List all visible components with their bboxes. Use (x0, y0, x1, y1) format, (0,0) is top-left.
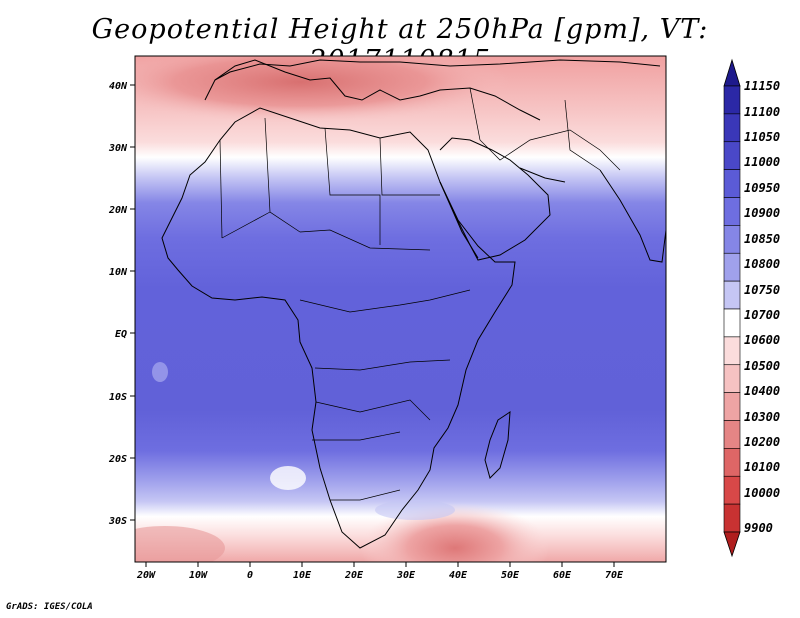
colorbar-label: 10800 (744, 257, 780, 271)
colorbar-label: 11000 (744, 155, 780, 169)
lon-label: 60E (553, 570, 572, 581)
colorbar-cell (723, 197, 741, 226)
lon-axis: 20W 10W 0 10E 20E 30E 40E 50E 60E 70E (136, 562, 624, 581)
lon-label: 0 (247, 570, 253, 581)
lat-label: 20S (108, 454, 127, 465)
lon-label: 10W (189, 570, 208, 581)
lon-label: 20E (344, 570, 364, 581)
colorbar-label: 10400 (744, 384, 780, 398)
lon-label: 50E (501, 570, 520, 581)
colorbar-cell (723, 392, 741, 421)
colorbar-cell (723, 252, 741, 282)
colorbar-label: 10200 (744, 435, 780, 449)
colorbar-bottom-arrow (723, 531, 741, 558)
country-borders (219, 87, 621, 501)
lat-label: 40N (109, 81, 128, 92)
colorbar: 11150 11100 11050 11000 10950 10900 1085… (723, 58, 780, 558)
colorbar-cell (723, 475, 741, 505)
colorbar-cell (723, 169, 741, 198)
colorbar-cell (723, 448, 741, 477)
lat-label: 10N (109, 267, 128, 278)
colorbar-label: 10950 (744, 181, 780, 195)
colorbar-cell (723, 336, 741, 366)
colorbar-cell (723, 503, 741, 533)
colorbar-label: 10700 (744, 308, 780, 322)
colorbar-top-arrow (723, 58, 741, 87)
lat-label: 20N (108, 205, 128, 216)
colorbar-label: 10300 (744, 410, 780, 424)
colorbar-cell (723, 113, 741, 143)
lon-label: 30E (396, 570, 416, 581)
lat-label: 30S (108, 516, 127, 527)
colorbar-cell (723, 225, 741, 254)
coastlines (161, 59, 666, 549)
colorbar-cells (723, 85, 741, 533)
lat-axis: 40N 30N 20N 10N EQ 10S 20S 30S (108, 81, 135, 527)
colorbar-label: 11150 (744, 79, 780, 93)
colorbar-label: 10600 (744, 333, 780, 347)
map-frame (134, 55, 667, 563)
colorbar-cell (723, 85, 741, 115)
colorbar-label: 10750 (744, 283, 780, 297)
colorbar-label: 9900 (744, 521, 773, 535)
colorbar-label: 10100 (744, 460, 780, 474)
lat-label: 10S (109, 392, 127, 403)
lat-label: EQ (115, 329, 127, 340)
lon-label: 20W (136, 570, 156, 581)
colorbar-label: 10850 (744, 232, 780, 246)
lon-label: 70E (605, 570, 624, 581)
colorbar-label: 10000 (744, 486, 780, 500)
colorbar-label: 10500 (744, 359, 780, 373)
colorbar-cell (723, 364, 741, 393)
lon-label: 40E (449, 570, 468, 581)
lon-label: 10E (293, 570, 312, 581)
shaded-field (135, 56, 666, 562)
colorbar-cell (723, 280, 741, 310)
colorbar-label: 10900 (744, 206, 780, 220)
lat-label: 30N (108, 143, 128, 154)
colorbar-label: 11050 (744, 130, 780, 144)
colorbar-labels: 11150 11100 11050 11000 10950 10900 1085… (744, 79, 780, 535)
credit-text: GrADS: IGES/COLA (6, 602, 93, 612)
colorbar-cell (723, 141, 741, 170)
colorbar-label: 11100 (744, 105, 780, 119)
colorbar-cell (723, 308, 741, 338)
colorbar-cell (723, 420, 741, 449)
